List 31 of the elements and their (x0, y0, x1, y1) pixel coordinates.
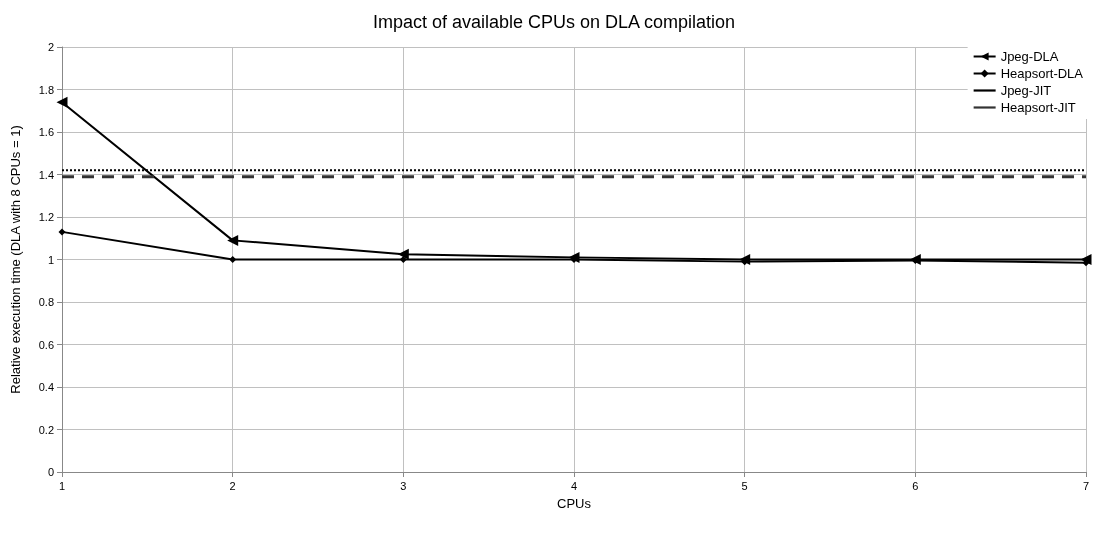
point (227, 234, 239, 246)
y-tick-label: 0 (47, 466, 54, 478)
point (397, 248, 409, 260)
y-tick-label: 0.6 (38, 338, 54, 351)
x-tick-label: 4 (570, 479, 578, 492)
point (229, 256, 237, 263)
x-tick-label: 2 (229, 479, 236, 492)
y-tick-label: 1.2 (38, 211, 54, 223)
legend-label: Heapsort-JIT (1000, 100, 1076, 115)
y-tick-label: 0.8 (38, 296, 54, 308)
y-axis-title: Relative execution time (DLA with 8 CPUs = 1) (8, 125, 23, 394)
y-tick-label: 1.8 (38, 83, 54, 96)
x-tick-label: 6 (912, 479, 919, 492)
x-axis-title: CPUs (557, 496, 592, 511)
y-tick-label: 2 (47, 41, 54, 53)
x-tick-label: 5 (741, 479, 748, 492)
y-tick-label: 0.2 (38, 423, 54, 436)
x-tick-label: 7 (1082, 479, 1090, 492)
y-tick-label: 0.4 (38, 381, 54, 393)
point (399, 256, 407, 263)
chart-title: Impact of available CPUs on DLA compilation (372, 12, 736, 32)
y-tick-label: 1.6 (38, 126, 54, 138)
legend-label: Heapsort-DLA (1000, 66, 1084, 81)
point (56, 96, 68, 108)
y-tick-label: 1 (47, 253, 54, 266)
x-tick-label: 3 (400, 479, 407, 492)
y-tick-label: 1.4 (38, 168, 54, 181)
x-tick-label: 1 (58, 479, 66, 492)
point (58, 228, 66, 236)
legend-label: Jpeg-DLA (1000, 49, 1059, 64)
legend-label: Jpeg-JIT (1000, 83, 1052, 98)
